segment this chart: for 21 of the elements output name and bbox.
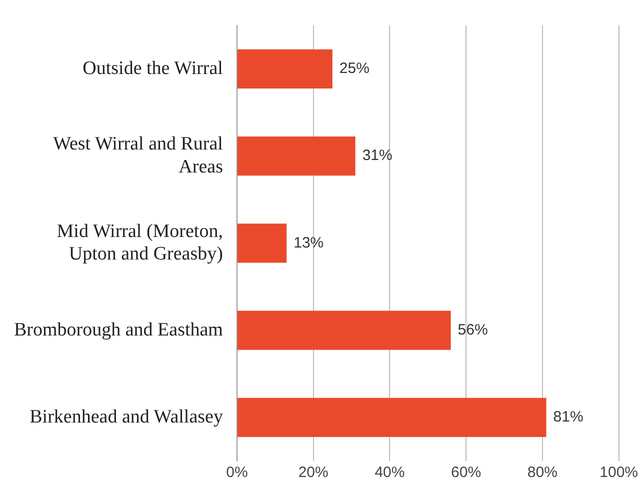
x-tick-label: 20% <box>298 464 328 482</box>
bar <box>237 136 356 176</box>
bar <box>237 49 332 89</box>
x-tick-label: 100% <box>600 464 638 482</box>
data-label: 56% <box>458 321 488 338</box>
y-tick-label: West Wirral and Rural Areas <box>53 134 223 178</box>
data-label: 81% <box>553 408 584 426</box>
x-tick-label: 40% <box>374 464 405 482</box>
y-tick-label: Bromborough and Eastham <box>14 319 224 340</box>
y-tick-label: Birkenhead and Wallasey <box>30 406 224 428</box>
data-label: 25% <box>339 60 370 78</box>
x-tick-label: 80% <box>527 464 558 482</box>
bar <box>237 398 546 438</box>
x-tick-label: 0% <box>226 464 248 482</box>
x-tick-label: 60% <box>451 464 482 482</box>
bar <box>237 310 451 350</box>
y-tick-label: Outside the Wirral <box>82 58 223 79</box>
data-label: 31% <box>362 147 392 164</box>
y-tick-label: Mid Wirral (Moreton, Upton and Greasby) <box>56 220 223 265</box>
data-label: 13% <box>294 234 324 252</box>
bar <box>237 224 287 263</box>
